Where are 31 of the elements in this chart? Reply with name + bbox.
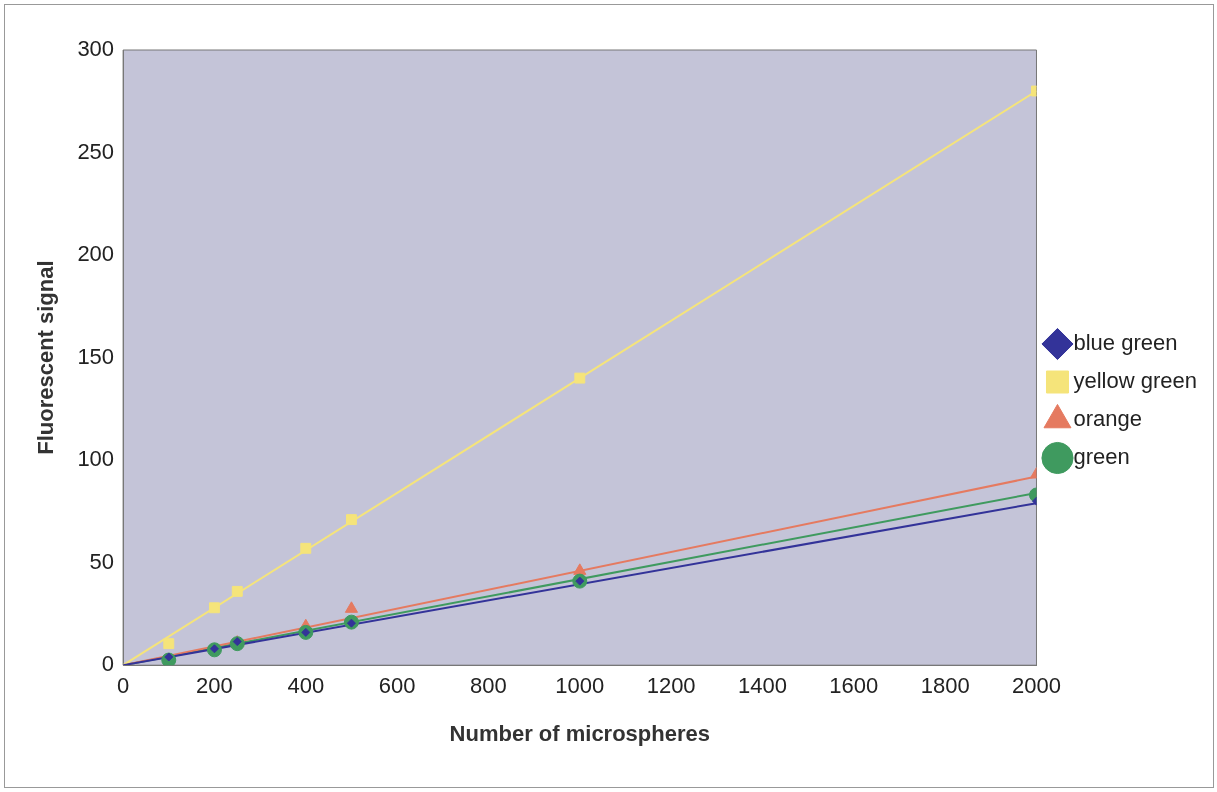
x-tick-label: 1000 xyxy=(555,673,605,699)
point xyxy=(574,372,586,384)
x-tick-label: 800 xyxy=(470,673,507,699)
x-tick-label: 1200 xyxy=(646,673,696,699)
x-axis-title: Number of microspheres xyxy=(449,720,710,746)
legend-label: blue green xyxy=(1073,330,1178,356)
y-tick-label: 200 xyxy=(77,241,115,267)
point xyxy=(208,602,220,614)
point xyxy=(346,514,357,526)
point xyxy=(163,638,175,650)
x-tick-label: 1600 xyxy=(829,673,879,699)
x-tick-label: 600 xyxy=(378,673,416,699)
x-tick-label: 2000 xyxy=(1012,673,1061,699)
y-tick-label: 100 xyxy=(77,446,115,472)
legend-label: green xyxy=(1073,444,1130,470)
y-tick-label: 0 xyxy=(101,651,115,677)
x-tick-label: 1800 xyxy=(920,673,970,699)
y-tick-label: 300 xyxy=(77,36,115,62)
y-tick-label: 50 xyxy=(89,548,115,574)
y-tick-label: 250 xyxy=(77,138,115,164)
x-tick-label: 200 xyxy=(196,673,233,699)
point xyxy=(573,563,587,575)
legend-label: orange xyxy=(1073,406,1142,432)
point xyxy=(300,542,312,554)
x-tick-label: 400 xyxy=(287,673,325,699)
point xyxy=(231,585,243,597)
point xyxy=(344,601,359,613)
y-tick-label: 150 xyxy=(77,343,115,369)
y-axis-title: Fluorescent signal xyxy=(33,260,59,455)
legend-label: yellow green xyxy=(1073,368,1197,394)
x-tick-label: 1400 xyxy=(738,673,787,699)
